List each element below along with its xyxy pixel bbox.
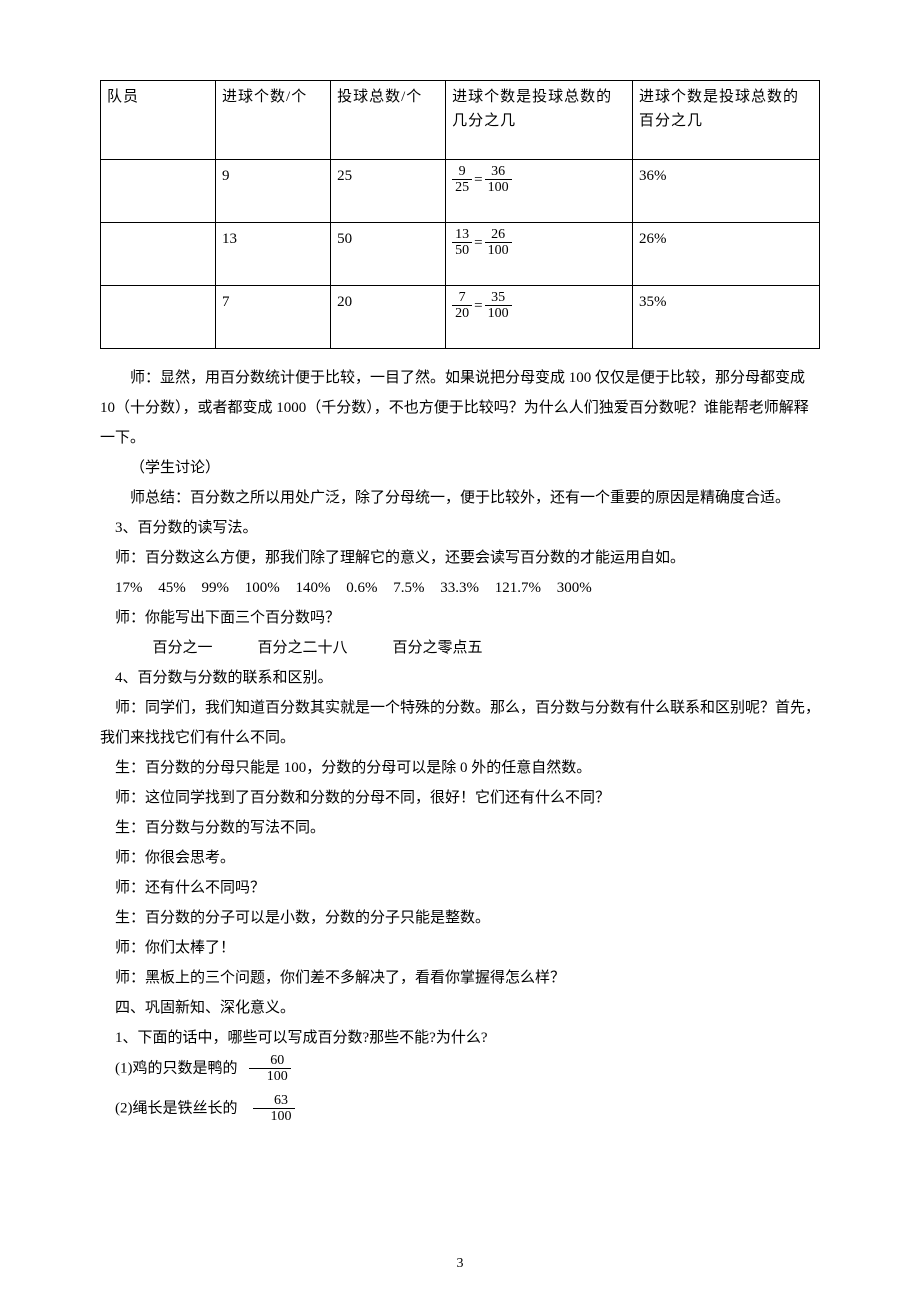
- cell-fraction: 720=35100: [446, 286, 633, 349]
- fraction-left: 1350: [452, 227, 472, 259]
- body-text: 四、巩固新知、深化意义。: [100, 993, 820, 1023]
- pct-item: 300%: [557, 580, 592, 596]
- col-header-total: 投球总数/个: [331, 81, 446, 160]
- fraction-right: 26100: [485, 227, 512, 259]
- col-header-percent: 进球个数是投球总数的百分之几: [633, 81, 820, 160]
- cell-fraction: 1350=26100: [446, 223, 633, 286]
- pct-item: 0.6%: [346, 580, 377, 596]
- fraction-left: 720: [452, 290, 472, 322]
- cell-percent: 36%: [633, 160, 820, 223]
- body-text: 师：显然，用百分数统计便于比较，一目了然。如果说把分母变成 100 仅仅是便于比…: [100, 363, 820, 453]
- body-text: 师：百分数这么方便，那我们除了理解它的意义，还要会读写百分数的才能运用自如。: [100, 543, 820, 573]
- pct-item: 7.5%: [393, 580, 424, 596]
- exercise-text: (2)绳长是铁丝长的: [115, 1100, 238, 1116]
- pct-item: 45%: [158, 580, 186, 596]
- document-page: 队员 进球个数/个 投球总数/个 进球个数是投球总数的几分之几 进球个数是投球总…: [0, 0, 920, 1302]
- table-row: 7 20 720=35100 35%: [101, 286, 820, 349]
- body-text: 师：你们太棒了！: [100, 933, 820, 963]
- body-text: 3、百分数的读写法。: [100, 513, 820, 543]
- cell-goals: 13: [216, 223, 331, 286]
- body-text: 师：你能写出下面三个百分数吗？: [100, 603, 820, 633]
- exercise-fraction: 63100: [253, 1093, 295, 1125]
- data-table: 队员 进球个数/个 投球总数/个 进球个数是投球总数的几分之几 进球个数是投球总…: [100, 80, 820, 349]
- body-text: 4、百分数与分数的联系和区别。: [100, 663, 820, 693]
- cell-player: [101, 286, 216, 349]
- cell-total: 50: [331, 223, 446, 286]
- cell-total: 20: [331, 286, 446, 349]
- equals-sign: =: [474, 168, 482, 192]
- cell-player: [101, 223, 216, 286]
- table-row: 9 25 925=36100 36%: [101, 160, 820, 223]
- table-row: 13 50 1350=26100 26%: [101, 223, 820, 286]
- equals-sign: =: [474, 231, 482, 255]
- cell-total: 25: [331, 160, 446, 223]
- body-text: 师：还有什么不同吗？: [100, 873, 820, 903]
- col-header-fraction: 进球个数是投球总数的几分之几: [446, 81, 633, 160]
- pct-item: 100%: [245, 580, 280, 596]
- exercise-item: (2)绳长是铁丝长的 63100: [100, 1093, 820, 1125]
- fraction-right: 36100: [485, 164, 512, 196]
- body-text: 生：百分数的分母只能是 100，分数的分母可以是除 0 外的任意自然数。: [100, 753, 820, 783]
- cell-percent: 35%: [633, 286, 820, 349]
- cell-percent: 26%: [633, 223, 820, 286]
- body-text: 师总结：百分数之所以用处广泛，除了分母统一，便于比较外，还有一个重要的原因是精确…: [100, 483, 820, 513]
- cell-fraction: 925=36100: [446, 160, 633, 223]
- page-number: 3: [457, 1256, 464, 1272]
- exercise-text: (1)鸡的只数是鸭的: [115, 1060, 238, 1076]
- fraction-left: 925: [452, 164, 472, 196]
- pct-item: 99%: [202, 580, 230, 596]
- body-text: 师：同学们，我们知道百分数其实就是一个特殊的分数。那么，百分数与分数有什么联系和…: [100, 693, 820, 753]
- col-header-player: 队员: [101, 81, 216, 160]
- cell-goals: 7: [216, 286, 331, 349]
- body-text: 生：百分数的分子可以是小数，分数的分子只能是整数。: [100, 903, 820, 933]
- pct-item: 33.3%: [440, 580, 479, 596]
- equals-sign: =: [474, 294, 482, 318]
- pct-item: 121.7%: [495, 580, 541, 596]
- fraction-right: 35100: [485, 290, 512, 322]
- cell-player: [101, 160, 216, 223]
- body-text: 1、下面的话中，哪些可以写成百分数?那些不能?为什么?: [100, 1023, 820, 1053]
- body-text: 百分之一 百分之二十八 百分之零点五: [100, 633, 820, 663]
- exercise-fraction: 60100: [249, 1053, 291, 1085]
- cell-goals: 9: [216, 160, 331, 223]
- pct-item: 140%: [296, 580, 331, 596]
- percentage-list: 17% 45% 99% 100% 140% 0.6% 7.5% 33.3% 12…: [100, 573, 820, 603]
- body-text: 师：这位同学找到了百分数和分数的分母不同，很好！它们还有什么不同？: [100, 783, 820, 813]
- col-header-goals: 进球个数/个: [216, 81, 331, 160]
- exercise-item: (1)鸡的只数是鸭的 60100: [100, 1053, 820, 1085]
- body-text: 生：百分数与分数的写法不同。: [100, 813, 820, 843]
- table-header-row: 队员 进球个数/个 投球总数/个 进球个数是投球总数的几分之几 进球个数是投球总…: [101, 81, 820, 160]
- body-text: 师：你很会思考。: [100, 843, 820, 873]
- body-text: 师：黑板上的三个问题，你们差不多解决了，看看你掌握得怎么样？: [100, 963, 820, 993]
- pct-item: 17%: [115, 580, 143, 596]
- body-text: （学生讨论）: [100, 453, 820, 483]
